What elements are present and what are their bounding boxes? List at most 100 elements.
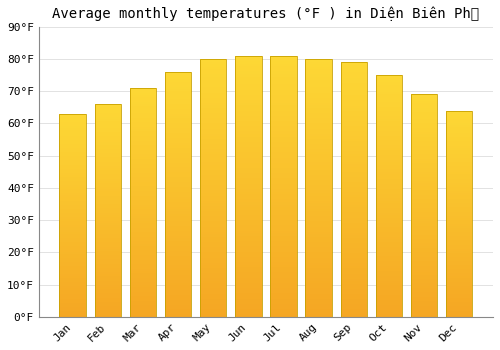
Bar — [165, 96, 191, 99]
Bar — [340, 228, 367, 230]
Bar — [130, 294, 156, 296]
Bar — [340, 296, 367, 299]
Bar — [200, 226, 226, 229]
Bar — [446, 160, 472, 162]
Bar — [446, 278, 472, 280]
Bar — [130, 234, 156, 237]
Bar — [60, 114, 86, 317]
Bar — [306, 193, 332, 196]
Bar — [130, 223, 156, 225]
Bar — [376, 138, 402, 140]
Bar — [165, 233, 191, 236]
Bar — [411, 148, 438, 150]
Bar — [235, 189, 262, 191]
Bar — [130, 237, 156, 239]
Bar — [446, 121, 472, 123]
Bar — [165, 86, 191, 89]
Bar — [235, 116, 262, 118]
Bar — [60, 162, 86, 164]
Bar — [446, 220, 472, 222]
Bar — [411, 290, 438, 292]
Bar — [60, 124, 86, 126]
Bar — [130, 282, 156, 285]
Bar — [60, 311, 86, 313]
Bar — [200, 196, 226, 198]
Bar — [94, 315, 121, 317]
Bar — [60, 116, 86, 118]
Bar — [165, 121, 191, 123]
Bar — [130, 134, 156, 136]
Bar — [165, 150, 191, 153]
Bar — [130, 260, 156, 262]
Bar — [411, 288, 438, 290]
Bar — [60, 183, 86, 185]
Bar — [200, 209, 226, 211]
Bar — [94, 155, 121, 157]
Bar — [376, 206, 402, 208]
Bar — [200, 252, 226, 255]
Bar — [446, 170, 472, 173]
Bar — [130, 138, 156, 141]
Bar — [376, 259, 402, 261]
Bar — [270, 178, 296, 181]
Bar — [340, 88, 367, 90]
Bar — [376, 249, 402, 252]
Bar — [446, 164, 472, 166]
Bar — [446, 282, 472, 284]
Bar — [200, 64, 226, 67]
Bar — [376, 174, 402, 177]
Bar — [446, 135, 472, 137]
Bar — [376, 213, 402, 215]
Bar — [306, 134, 332, 136]
Bar — [411, 252, 438, 254]
Bar — [200, 162, 226, 165]
Bar — [411, 154, 438, 157]
Bar — [376, 167, 402, 169]
Bar — [340, 217, 367, 220]
Bar — [306, 77, 332, 80]
Bar — [411, 161, 438, 163]
Bar — [270, 306, 296, 309]
Bar — [270, 291, 296, 293]
Bar — [235, 126, 262, 129]
Bar — [270, 184, 296, 186]
Bar — [200, 98, 226, 100]
Bar — [165, 278, 191, 280]
Bar — [270, 100, 296, 103]
Bar — [60, 207, 86, 209]
Bar — [130, 287, 156, 289]
Bar — [130, 125, 156, 127]
Bar — [270, 249, 296, 252]
Bar — [270, 111, 296, 113]
Bar — [94, 285, 121, 287]
Bar — [306, 216, 332, 219]
Bar — [235, 306, 262, 309]
Bar — [60, 282, 86, 284]
Bar — [376, 232, 402, 234]
Bar — [376, 293, 402, 295]
Bar — [446, 296, 472, 298]
Bar — [376, 155, 402, 157]
Bar — [376, 116, 402, 119]
Bar — [306, 190, 332, 193]
Bar — [340, 294, 367, 296]
Bar — [130, 257, 156, 260]
Bar — [94, 232, 121, 234]
Bar — [165, 133, 191, 135]
Bar — [165, 148, 191, 150]
Bar — [411, 310, 438, 312]
Bar — [306, 268, 332, 271]
Bar — [306, 224, 332, 226]
Bar — [60, 195, 86, 197]
Bar — [235, 152, 262, 155]
Bar — [340, 187, 367, 189]
Bar — [446, 302, 472, 304]
Bar — [270, 238, 296, 241]
Bar — [270, 233, 296, 236]
Bar — [94, 298, 121, 300]
Bar — [200, 312, 226, 314]
Bar — [165, 180, 191, 182]
Bar — [446, 265, 472, 267]
Bar — [200, 59, 226, 317]
Bar — [411, 239, 438, 241]
